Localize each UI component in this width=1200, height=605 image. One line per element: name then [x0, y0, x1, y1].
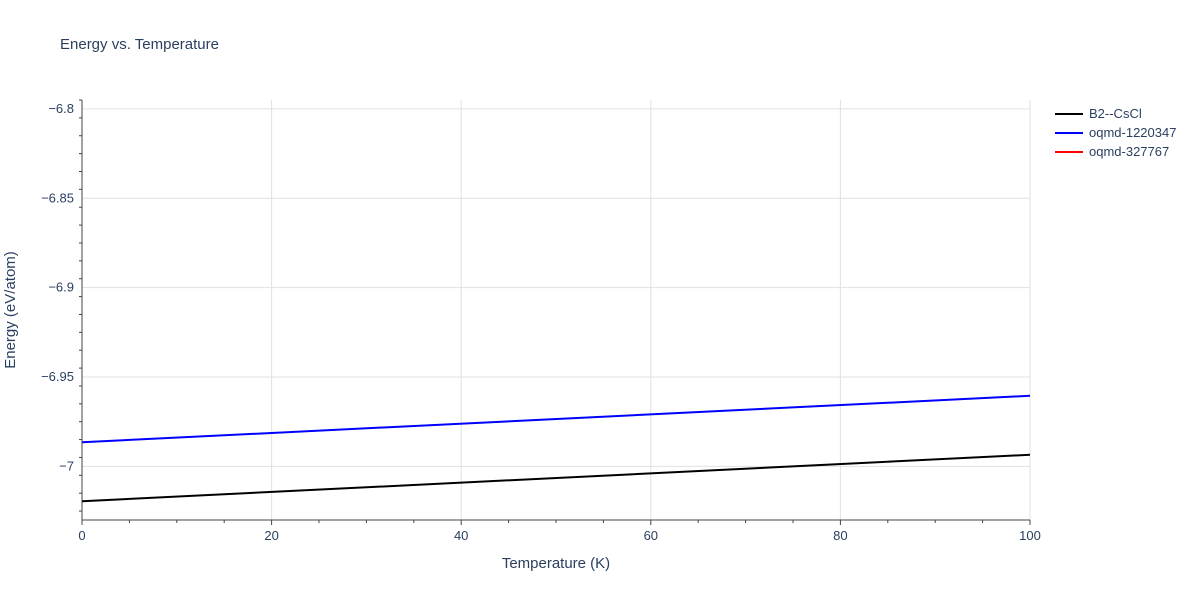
- x-tick-label: 80: [833, 528, 847, 543]
- x-tick-label: 60: [644, 528, 658, 543]
- y-axis-title: Energy (eV/atom): [2, 251, 19, 369]
- legend-label: B2--CsCl: [1089, 106, 1142, 121]
- y-tick-label: −6.95: [41, 369, 74, 384]
- y-tick-label: −6.9: [48, 280, 74, 295]
- legend-label: oqmd-1220347: [1089, 125, 1176, 140]
- series-layer: [81, 394, 1031, 503]
- series-line-b2-cscl: [81, 453, 1031, 503]
- chart-title: Energy vs. Temperature: [60, 36, 219, 53]
- legend-label: oqmd-327767: [1089, 144, 1169, 159]
- series-line-oqmd-1220347: [81, 394, 1031, 444]
- legend: B2--CsCl oqmd-1220347 oqmd-327767: [1055, 106, 1176, 159]
- x-tick-label: 0: [78, 528, 85, 543]
- y-tick-label: −6.85: [41, 190, 74, 205]
- x-tick-label: 20: [264, 528, 278, 543]
- y-tick-label: −7: [59, 458, 74, 473]
- y-tick-label: −6.8: [48, 101, 74, 116]
- x-axis-title: Temperature (K): [502, 555, 610, 572]
- axes-layer: 0 20 40 60 80 100 −7 −6.95 −6.9 −6.85 −6.8: [41, 99, 1041, 543]
- grid-layer: [82, 100, 1031, 520]
- x-tick-label: 100: [1019, 528, 1041, 543]
- x-tick-label: 40: [454, 528, 468, 543]
